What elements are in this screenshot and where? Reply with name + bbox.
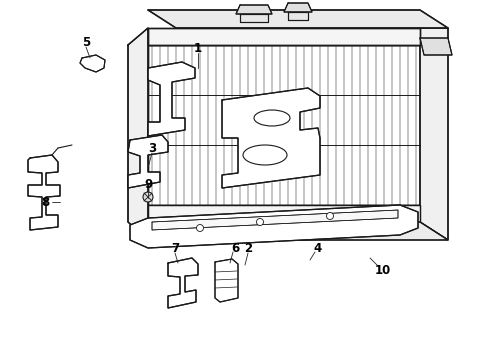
Polygon shape [148,222,448,240]
Text: 4: 4 [314,242,322,255]
Circle shape [196,225,203,231]
Polygon shape [420,38,452,55]
Polygon shape [28,155,60,230]
Circle shape [256,219,264,225]
Polygon shape [148,10,448,28]
Polygon shape [420,28,448,240]
Polygon shape [284,3,312,12]
Text: 7: 7 [171,242,179,255]
Text: 2: 2 [244,242,252,255]
Text: 3: 3 [148,141,156,154]
Ellipse shape [254,110,290,126]
Polygon shape [148,28,420,45]
Polygon shape [148,205,420,222]
Text: 10: 10 [375,264,391,276]
Text: 5: 5 [82,36,90,49]
Polygon shape [130,205,418,248]
Circle shape [143,192,153,202]
Polygon shape [288,12,308,20]
Text: 6: 6 [231,242,239,255]
Polygon shape [128,135,168,188]
Polygon shape [128,28,148,240]
Text: 8: 8 [41,195,49,208]
Circle shape [326,212,334,220]
Text: 1: 1 [194,41,202,54]
Polygon shape [152,210,398,230]
Polygon shape [168,258,198,308]
Polygon shape [240,14,268,22]
Polygon shape [215,259,238,302]
Polygon shape [148,62,195,136]
Polygon shape [222,88,320,188]
Ellipse shape [243,145,287,165]
Text: 9: 9 [144,179,152,192]
Polygon shape [148,45,420,205]
Polygon shape [236,5,272,14]
Polygon shape [80,55,105,72]
